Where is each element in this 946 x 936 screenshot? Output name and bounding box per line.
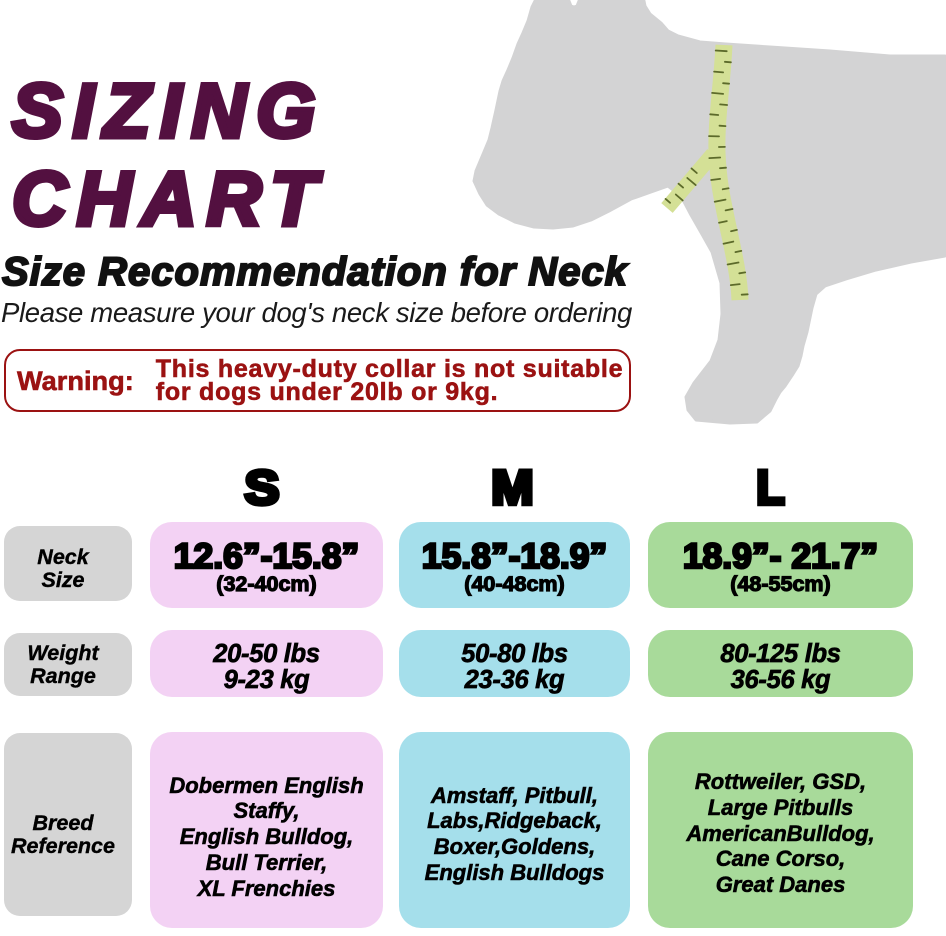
title-line-1: SIZING [10,67,326,157]
column-header-m: M [489,460,536,518]
warning-box: Warning: This heavy-duty collar is not s… [4,349,631,412]
page-title: SIZING CHART [10,67,327,245]
cell-weight-s: 20-50 lbs 9-23 kg [150,630,383,697]
warning-label: Warning: [17,364,134,396]
cell-breeds-l: Rottweiler, GSD, Large Pitbulls American… [648,732,913,928]
warning-line-1: This heavy-duty collar is not suitable [155,354,624,383]
cell-neck-size-m: 15.8”-18.9” (40-48cm) [399,522,630,608]
cell-breeds-m: Amstaff, Pitbull, Labs,Ridgeback, Boxer,… [399,732,630,928]
cell-breeds-s: Dobermen English Staffy, English Bulldog… [150,732,383,928]
title-line-2: CHART [10,155,327,245]
tape-tick-marks [664,49,749,296]
tape-main-strip [708,44,749,301]
subtitle: Size Recommendation for Neck [1,249,628,295]
column-header-l: L [754,460,787,518]
cell-neck-size-s: 12.6”-15.8” (32-40cm) [150,522,383,608]
cell-neck-size-l: 18.9”- 21.7” (48-55cm) [648,522,913,608]
cell-weight-m: 50-80 lbs 23-36 kg [399,630,630,697]
column-header-s: S [242,460,282,518]
cell-weight-l: 80-125 lbs 36-56 kg [648,630,913,697]
measure-note: Please measure your dog's neck size befo… [1,297,632,328]
dog-illustration [472,0,946,425]
warning-line-2: for dogs under 20lb or 9kg. [155,378,499,406]
warning-message: This heavy-duty collar is not suitable f… [155,354,624,406]
row-label-breed-reference: Breed Reference [4,733,132,916]
row-label-neck-size: Neck Size [4,526,132,601]
measuring-tape [661,44,749,301]
dog-silhouette [472,0,946,425]
row-label-weight-range: Weight Range [4,633,132,696]
